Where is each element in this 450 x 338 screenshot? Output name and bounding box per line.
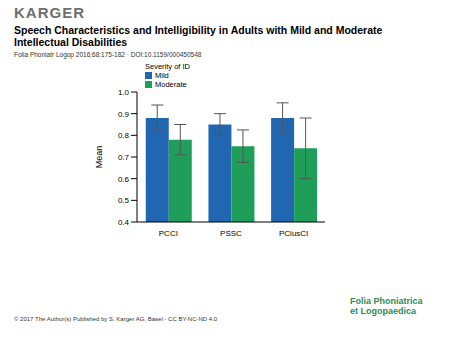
html-text:Severity of ID: Severity of ID (145, 62, 190, 71)
svg-text:0.4: 0.4 (118, 218, 130, 227)
html-text:Folia Phoniatrica: Folia Phoniatrica (350, 296, 423, 306)
svg-text:0.7: 0.7 (118, 153, 130, 162)
svg-text:1.0: 1.0 (118, 88, 130, 97)
html-text:Mild: Mild (155, 71, 169, 80)
svg-text:PCCI: PCCI (159, 229, 178, 238)
svg-text:PClusCI: PClusCI (279, 229, 308, 238)
svg-text:0.6: 0.6 (118, 175, 130, 184)
svg-text:PSSC: PSSC (220, 229, 242, 238)
html-text:Folia Phoniatr Logop 2016;68:1: Folia Phoniatr Logop 2016;68:175-182 · D… (14, 51, 202, 58)
svg-text:0.8: 0.8 (118, 131, 130, 140)
html-text:Moderate: Moderate (155, 80, 187, 89)
html-text:et Logopaedica: et Logopaedica (350, 306, 416, 316)
html-text:© 2017 The Author(s) Published: © 2017 The Author(s) Published by S. Kar… (14, 316, 218, 322)
html-text:Speech Characteristics and Int: Speech Characteristics and Intelligibili… (14, 24, 383, 48)
svg-text:0.5: 0.5 (118, 196, 130, 205)
svg-text:0.9: 0.9 (118, 110, 130, 119)
html-text:KARGER: KARGER (14, 4, 85, 21)
svg-text:Mean: Mean (95, 146, 104, 169)
